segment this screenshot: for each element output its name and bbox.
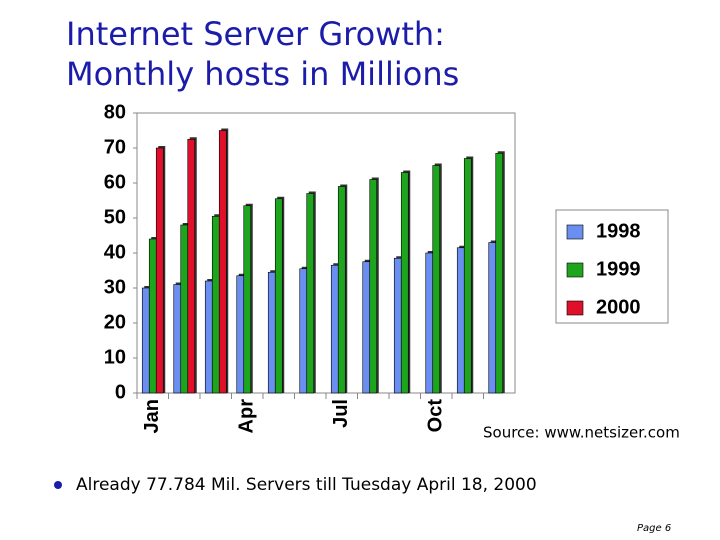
legend-swatch bbox=[566, 300, 584, 316]
bar bbox=[463, 158, 472, 394]
x-tick-label: Jan bbox=[141, 399, 163, 433]
chart-subtitle: Monthly hosts in Millions bbox=[66, 55, 459, 93]
legend-label: 2000 bbox=[596, 296, 641, 318]
bar bbox=[141, 287, 150, 394]
bar bbox=[211, 215, 220, 394]
bar bbox=[218, 130, 227, 394]
bar bbox=[148, 238, 157, 394]
bar bbox=[236, 275, 245, 394]
bar bbox=[204, 280, 213, 394]
bar bbox=[243, 205, 252, 394]
bar bbox=[337, 186, 346, 394]
y-tick-label: 0 bbox=[115, 381, 126, 403]
bar bbox=[274, 198, 283, 394]
y-tick-label: 70 bbox=[104, 136, 126, 158]
bar bbox=[180, 224, 189, 394]
x-tick-label: Oct bbox=[425, 399, 447, 433]
bar bbox=[393, 257, 402, 394]
legend-label: 1998 bbox=[596, 220, 641, 242]
page-number: Page 6 bbox=[637, 523, 671, 534]
source-note: Source: www.netsizer.com bbox=[483, 424, 680, 442]
bar bbox=[299, 268, 308, 394]
bar bbox=[400, 172, 409, 394]
bar bbox=[432, 165, 441, 394]
bar bbox=[187, 138, 196, 394]
y-tick-label: 40 bbox=[104, 241, 126, 263]
bar bbox=[369, 179, 378, 394]
y-tick-label: 50 bbox=[104, 206, 126, 228]
bar bbox=[488, 242, 497, 394]
y-tick-label: 30 bbox=[104, 276, 126, 298]
bar bbox=[173, 284, 182, 394]
legend-label: 1999 bbox=[596, 258, 641, 280]
bar bbox=[456, 247, 465, 394]
x-tick-label: Jul bbox=[330, 399, 352, 428]
chart-title: Internet Server Growth: bbox=[66, 15, 445, 53]
bar bbox=[330, 264, 339, 394]
legend-swatch bbox=[566, 224, 584, 240]
bar bbox=[267, 271, 276, 394]
x-tick-label: Apr bbox=[236, 399, 258, 434]
y-tick-label: 20 bbox=[104, 311, 126, 333]
y-tick-label: 80 bbox=[104, 101, 126, 123]
bar bbox=[362, 261, 371, 394]
bar bbox=[306, 193, 315, 394]
legend-swatch bbox=[566, 262, 584, 278]
bullet-dot bbox=[54, 481, 62, 489]
y-tick-label: 10 bbox=[104, 346, 126, 368]
bullet-text: Already 77.784 Mil. Servers till Tuesday… bbox=[76, 475, 537, 495]
bar bbox=[155, 147, 164, 394]
bar bbox=[495, 152, 504, 394]
y-tick-label: 60 bbox=[104, 171, 126, 193]
bar bbox=[425, 252, 434, 394]
